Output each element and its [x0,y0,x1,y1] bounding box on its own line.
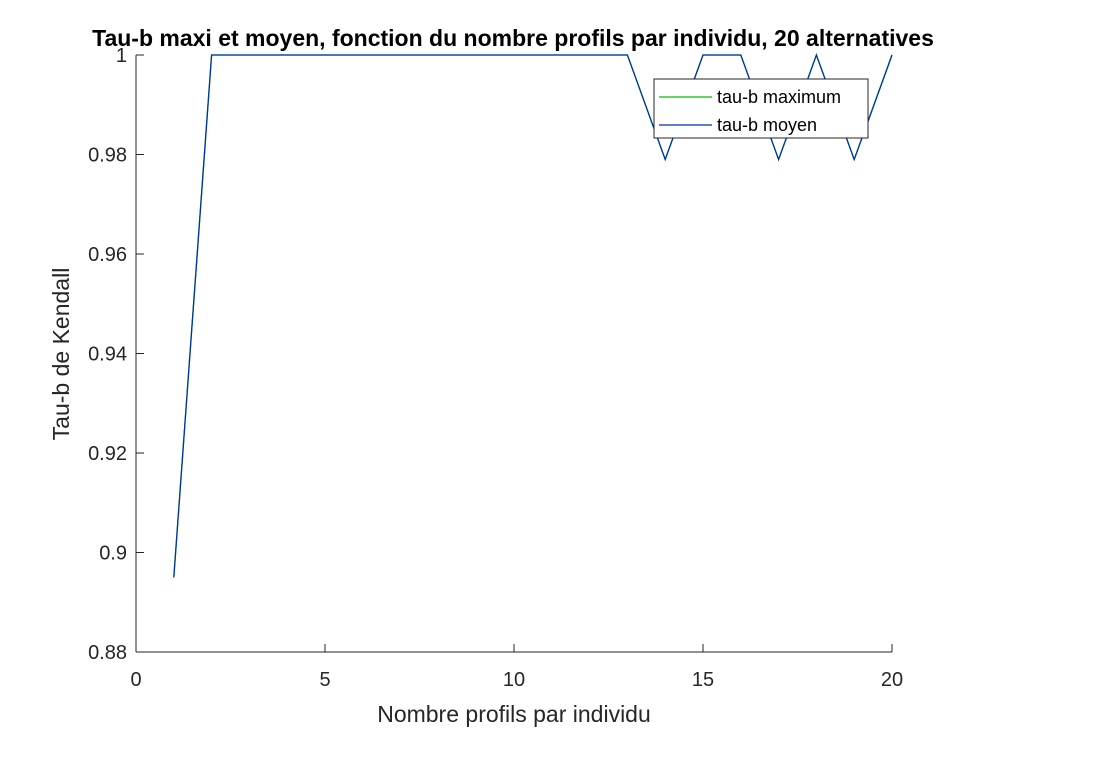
series-layer [173,53,893,578]
x-tick-label: 10 [503,669,525,691]
legend-box [653,78,869,139]
y-tick-label: 0.98 [88,145,127,167]
series-line [173,53,893,578]
plot-background [136,55,892,652]
x-tick-label: 0 [130,669,141,691]
legend-label: tau-b moyen [717,115,817,135]
y-tick-label: 0.88 [88,642,127,664]
x-tick-label: 5 [319,669,330,691]
chart-title: Tau-b maxi et moyen, fonction du nombre … [92,25,934,51]
axes-layer: 0 5 10 15 20 0.88 0.9 0.92 0.94 0.96 0.98 1 [88,45,903,691]
y-axis-label: Tau-b de Kendall [48,268,74,441]
y-tick-label: 0.92 [88,443,127,465]
legend-item: tau-b maximum [659,87,841,107]
plot-area [136,55,892,652]
y-tick-label: 0.96 [88,244,127,266]
x-tick-label: 15 [692,669,714,691]
legend: tau-b maximum tau-b moyen [653,78,869,139]
y-tick-label: 1 [116,45,127,67]
y-tick-label: 0.94 [88,344,127,366]
y-tick-label: 0.9 [99,543,127,565]
legend-label: tau-b maximum [717,87,841,107]
x-tick-label: 20 [881,669,903,691]
x-axis-label: Nombre profils par individu [377,701,651,727]
series-tau-b-moyen [173,53,893,578]
legend-item: tau-b moyen [659,115,817,135]
